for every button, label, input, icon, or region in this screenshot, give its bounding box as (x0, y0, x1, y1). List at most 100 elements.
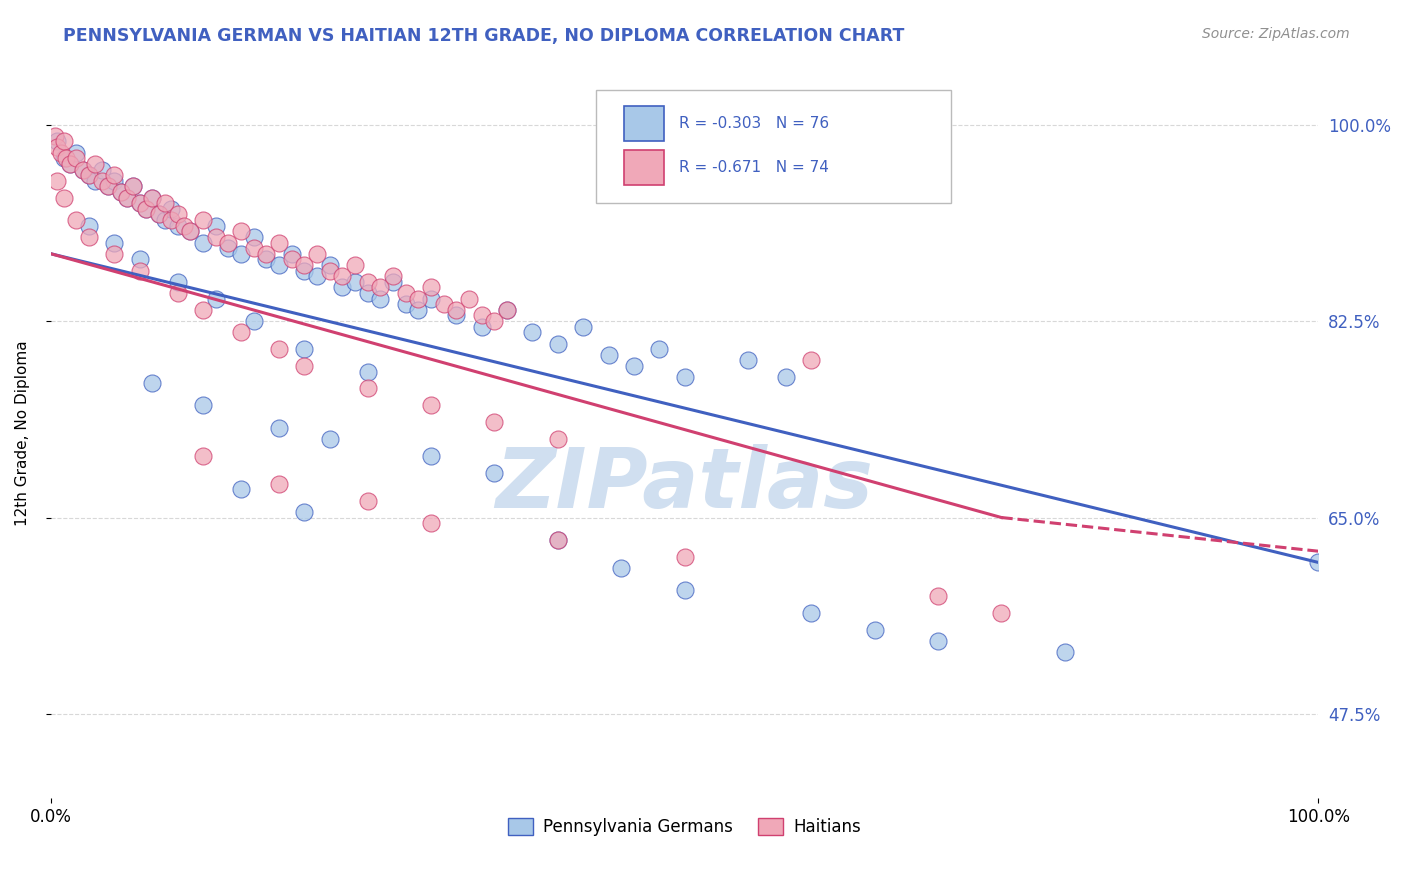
Point (90, 174, 112, 188)
Point (148, 207, 170, 221)
Point (229, 483, 252, 497)
Point (90, 162, 112, 177)
Point (229, 326, 252, 340)
Point (800, 606, 823, 620)
Point (103, 246, 125, 260)
Point (648, 342, 671, 356)
Point (458, 292, 481, 306)
Point (72, 162, 94, 177)
Point (166, 219, 188, 233)
Point (153, 196, 176, 211)
Point (65, 145, 87, 160)
Point (673, 370, 696, 384)
Point (357, 285, 380, 300)
Text: PENNSYLVANIA GERMAN VS HAITIAN 12TH GRADE, NO DIPLOMA CORRELATION CHART: PENNSYLVANIA GERMAN VS HAITIAN 12TH GRAD… (63, 27, 904, 45)
Point (484, 415, 506, 429)
Point (370, 280, 392, 294)
Point (623, 359, 645, 373)
Point (242, 230, 264, 244)
Point (77, 219, 100, 233)
Point (179, 224, 201, 238)
Point (280, 246, 302, 260)
Point (46, 140, 69, 154)
Point (110, 185, 132, 199)
Text: Source: ZipAtlas.com: Source: ZipAtlas.com (1202, 27, 1350, 41)
Point (1053, 645, 1076, 659)
Point (52, 135, 75, 149)
Point (863, 623, 886, 637)
FancyBboxPatch shape (624, 150, 664, 185)
Point (103, 168, 125, 182)
Point (191, 398, 214, 412)
Point (191, 302, 214, 317)
Point (52, 191, 75, 205)
Point (191, 213, 214, 227)
Point (547, 533, 569, 547)
Point (65, 213, 87, 227)
Point (344, 275, 367, 289)
Point (370, 292, 392, 306)
Point (572, 319, 595, 334)
Point (110, 185, 132, 199)
Point (166, 275, 188, 289)
Point (357, 365, 380, 379)
Point (217, 235, 239, 250)
Point (166, 285, 188, 300)
Point (115, 191, 138, 205)
Point (254, 246, 277, 260)
Point (122, 179, 145, 194)
FancyBboxPatch shape (624, 106, 664, 141)
Point (84, 157, 107, 171)
Point (97, 179, 120, 194)
Point (77, 168, 100, 182)
Point (191, 449, 214, 463)
Point (128, 252, 150, 267)
Point (254, 252, 277, 267)
Point (153, 213, 176, 227)
Legend: Pennsylvania Germans, Haitians: Pennsylvania Germans, Haitians (501, 810, 869, 845)
Point (395, 285, 418, 300)
Point (446, 302, 468, 317)
Point (420, 398, 443, 412)
Point (344, 258, 367, 272)
Point (59, 157, 82, 171)
Point (103, 235, 125, 250)
Point (990, 606, 1012, 620)
Point (128, 263, 150, 277)
Point (446, 309, 468, 323)
Point (547, 432, 569, 446)
Point (318, 258, 340, 272)
Point (59, 157, 82, 171)
Point (49, 145, 72, 160)
Point (305, 246, 328, 260)
Point (420, 292, 443, 306)
Point (84, 174, 107, 188)
Point (72, 162, 94, 177)
Point (128, 196, 150, 211)
Point (55, 151, 77, 165)
Point (800, 353, 823, 368)
Point (204, 219, 226, 233)
Point (547, 336, 569, 351)
Point (292, 263, 315, 277)
Point (46, 135, 69, 149)
Point (927, 634, 949, 648)
Point (598, 348, 620, 362)
Point (330, 280, 353, 294)
FancyBboxPatch shape (596, 90, 950, 203)
Point (173, 219, 195, 233)
Point (292, 258, 315, 272)
Point (471, 319, 494, 334)
Point (357, 381, 380, 395)
Point (420, 280, 443, 294)
Point (267, 258, 290, 272)
Point (522, 326, 544, 340)
Point (135, 202, 157, 216)
Point (673, 583, 696, 598)
Point (305, 269, 328, 284)
Point (148, 207, 170, 221)
Point (77, 168, 100, 182)
Point (267, 421, 290, 435)
Point (217, 241, 239, 255)
Point (408, 292, 430, 306)
